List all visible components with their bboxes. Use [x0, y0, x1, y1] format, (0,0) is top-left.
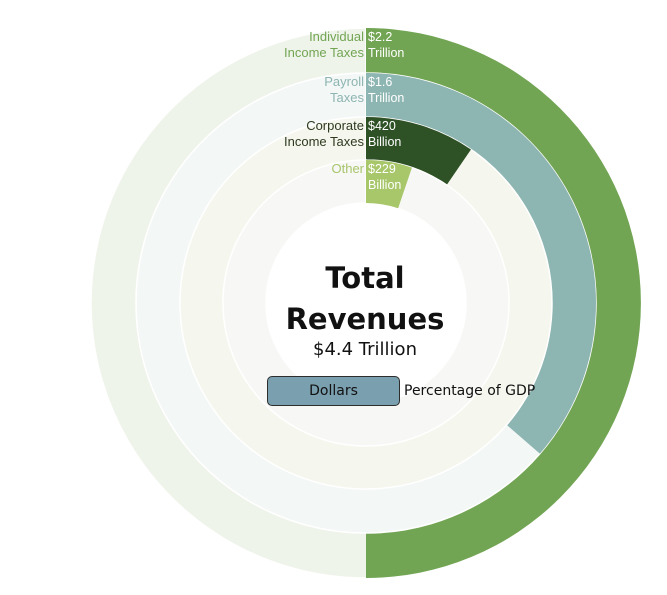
total-revenue-value: $4.4 Trillion: [313, 339, 417, 360]
chart-title: Total Revenues: [285, 261, 445, 336]
individual-income-taxes-label: Income Taxes: [284, 45, 364, 60]
individual-income-taxes-label: Individual: [309, 29, 364, 44]
individual-income-taxes-bar[interactable]: [366, 28, 641, 578]
dollars-toggle-button[interactable]: Dollars: [267, 376, 400, 406]
individual-income-taxes-value-label: $2.2: [368, 30, 392, 44]
percentage-of-gdp-toggle-button[interactable]: Percentage of GDP: [404, 383, 536, 399]
payroll-taxes-value-label: $1.6: [368, 75, 392, 89]
corporate-income-taxes-value-label: $420: [368, 119, 396, 133]
payroll-taxes-bar[interactable]: [366, 73, 596, 454]
other-value-label: Billion: [368, 178, 401, 192]
other-label: Other: [331, 161, 364, 176]
other-bar[interactable]: [366, 160, 412, 209]
corporate-income-taxes-bar[interactable]: [366, 117, 471, 186]
payroll-taxes-label: Payroll: [324, 74, 364, 89]
individual-income-taxes-value-label: Trillion: [368, 46, 404, 60]
other-track: [222, 159, 510, 447]
center-disc: [266, 203, 466, 403]
corporate-income-taxes-value-label: Billion: [368, 135, 401, 149]
corporate-income-taxes-label: Corporate: [306, 118, 364, 133]
other-value-label: $229: [368, 162, 396, 176]
payroll-taxes-value-label: Trillion: [368, 91, 404, 105]
payroll-taxes-label: Taxes: [330, 90, 364, 105]
corporate-income-taxes-label: Income Taxes: [284, 134, 364, 149]
